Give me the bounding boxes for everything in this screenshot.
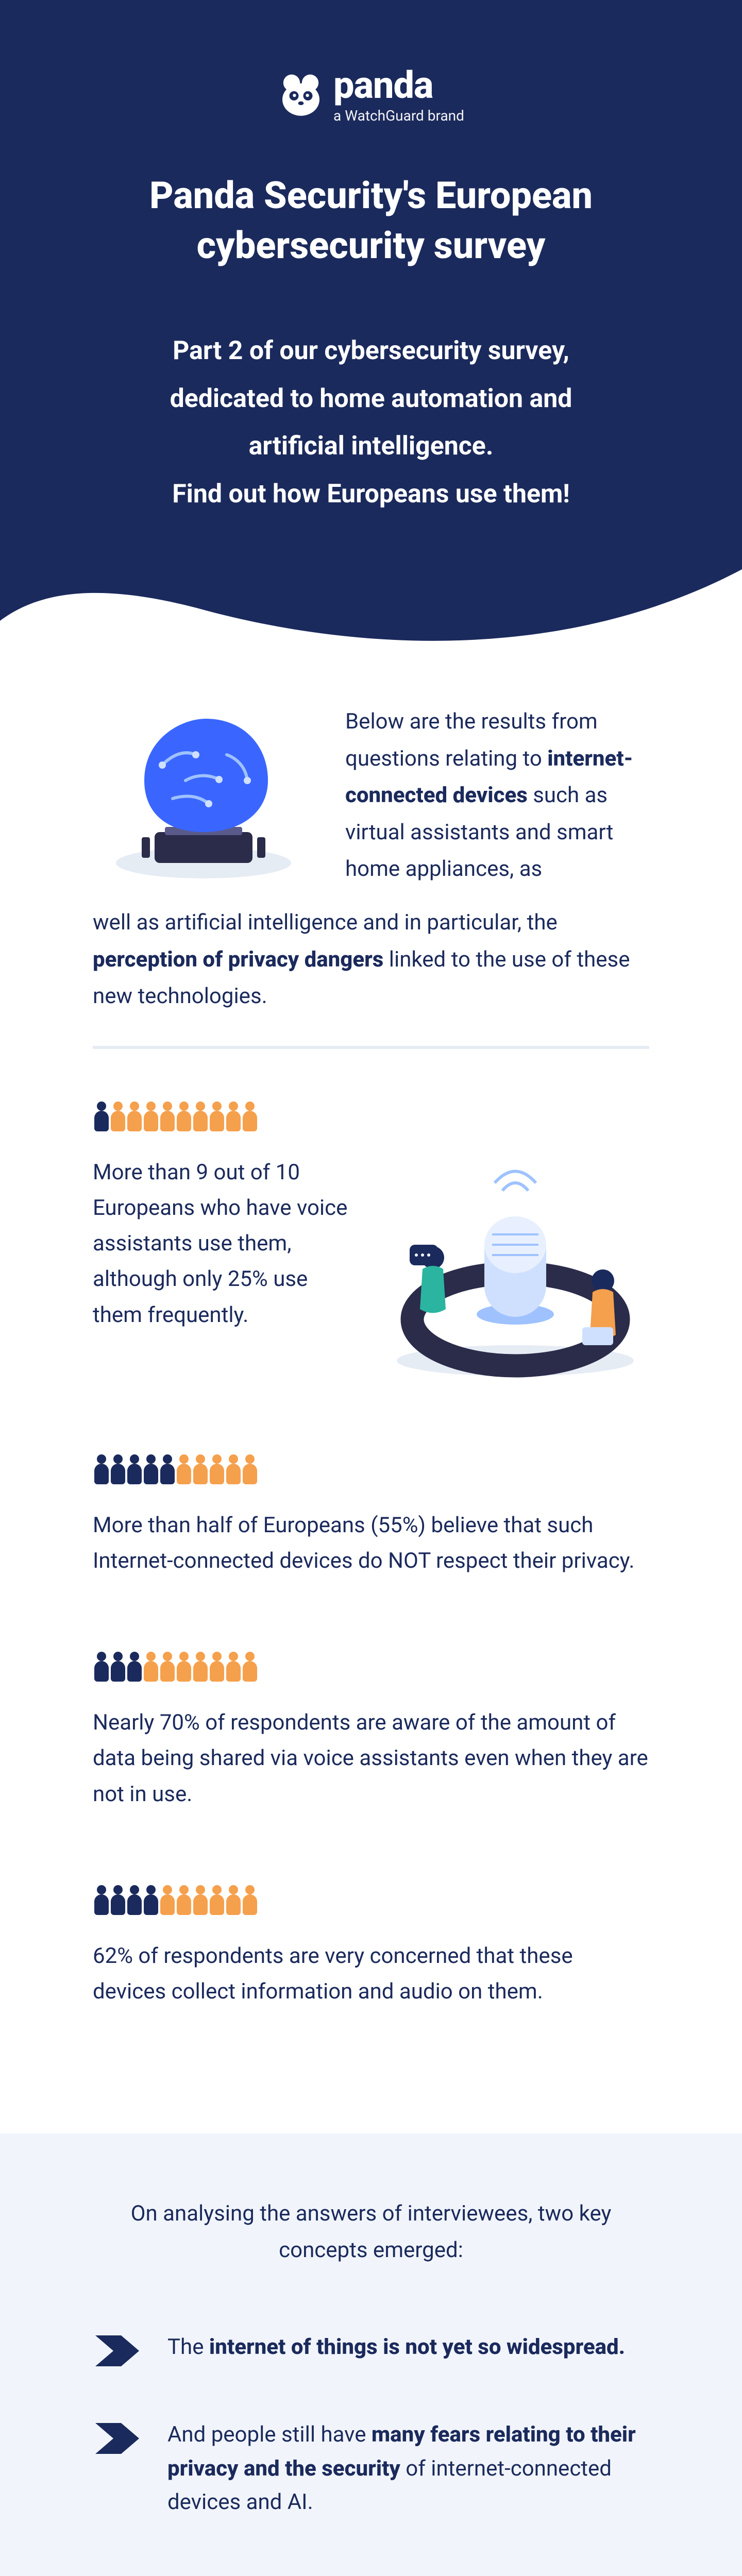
divider-line bbox=[93, 1046, 649, 1049]
concepts-lead: On analysing the answers of interviewees… bbox=[93, 2195, 649, 2269]
concept-bold: internet of things is not yet so widespr… bbox=[209, 2334, 625, 2360]
concept-pre: And people still have bbox=[167, 2422, 372, 2447]
stat-text: More than 9 out of 10 Europeans who have… bbox=[93, 1155, 350, 1333]
hero-sub-line: Part 2 of our cybersecurity survey, bbox=[93, 327, 649, 375]
concept-pre: The bbox=[167, 2334, 209, 2360]
people-ratio-icons bbox=[93, 1453, 649, 1484]
iot-illustration bbox=[93, 2565, 649, 2576]
voice-assistant-illustration bbox=[381, 1155, 649, 1381]
stat-text: More than half of Europeans (55%) believ… bbox=[93, 1507, 649, 1579]
hero-sub-line: artificial intelligence. bbox=[93, 422, 649, 470]
arrow-icon bbox=[93, 2330, 142, 2371]
hero-sub-line: Find out how Europeans use them! bbox=[93, 470, 649, 518]
panda-logo-icon bbox=[278, 73, 324, 119]
page-title: Panda Security's European cybersecurity … bbox=[93, 171, 649, 270]
wave-divider bbox=[0, 518, 742, 662]
hero-sub-line: dedicated to home automation and bbox=[93, 375, 649, 423]
stat-block-3: Nearly 70% of respondents are aware of t… bbox=[93, 1651, 649, 1812]
stat-block-2: More than half of Europeans (55%) believ… bbox=[93, 1453, 649, 1579]
hero-subhead: Part 2 of our cybersecurity survey, dedi… bbox=[93, 327, 649, 518]
arrow-icon bbox=[93, 2418, 142, 2459]
key-concepts-section: On analysing the answers of interviewees… bbox=[0, 2133, 742, 2576]
intro-section: Below are the results from questions rel… bbox=[0, 662, 742, 2092]
intro-bold: perception of privacy dangers bbox=[93, 947, 383, 972]
people-ratio-icons bbox=[93, 1884, 649, 1915]
stat-block-1: More than 9 out of 10 Europeans who have… bbox=[93, 1100, 649, 1381]
hero-section: panda a WatchGuard brand Panda Security'… bbox=[0, 0, 742, 518]
concept-text: And people still have many fears relatin… bbox=[167, 2418, 649, 2518]
people-ratio-icons bbox=[93, 1100, 649, 1131]
ai-brain-illustration bbox=[93, 703, 314, 889]
stat-block-4: 62% of respondents are very concerned th… bbox=[93, 1884, 649, 2010]
concept-2: And people still have many fears relatin… bbox=[93, 2418, 649, 2518]
intro-text-wrap: well as artificial intelligence and in p… bbox=[93, 904, 649, 1014]
brand-tagline: a WatchGuard brand bbox=[333, 107, 464, 124]
intro-text: Below are the results from questions rel… bbox=[345, 703, 649, 887]
stat-text: Nearly 70% of respondents are aware of t… bbox=[93, 1705, 649, 1812]
brand-logo: panda a WatchGuard brand bbox=[278, 67, 464, 124]
concept-1: The internet of things is not yet so wid… bbox=[93, 2330, 649, 2371]
stat-text: 62% of respondents are very concerned th… bbox=[93, 1938, 649, 2010]
concept-text: The internet of things is not yet so wid… bbox=[167, 2330, 625, 2364]
people-ratio-icons bbox=[93, 1651, 649, 1682]
brand-name: panda bbox=[333, 67, 464, 104]
intro-part-2b: well as artificial intelligence and in p… bbox=[93, 910, 558, 935]
